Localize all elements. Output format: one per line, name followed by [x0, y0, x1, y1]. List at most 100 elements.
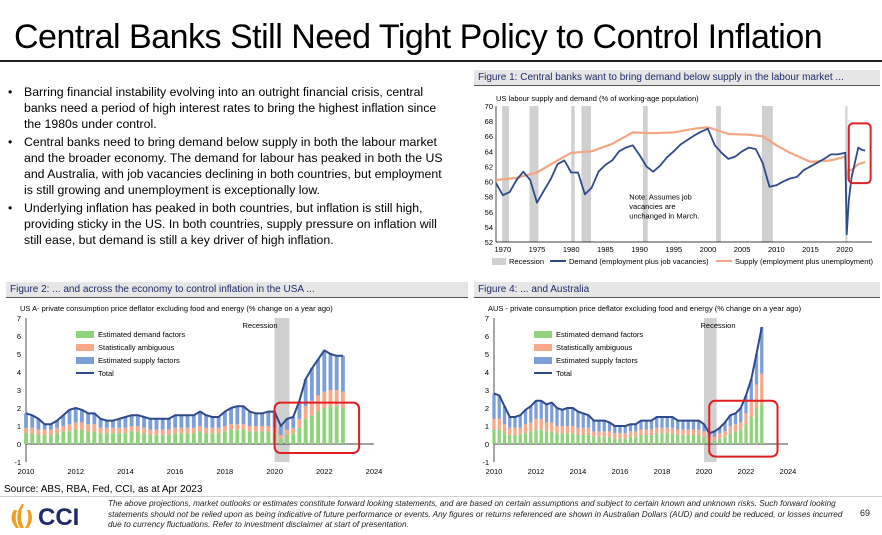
total-line: [25, 349, 343, 427]
bar-segment-ambiguous: [681, 429, 685, 435]
cci-logo: CCI: [6, 500, 96, 531]
bar-segment-supply: [718, 427, 722, 434]
bar-segment-supply: [129, 415, 134, 426]
bar-segment-ambiguous: [523, 424, 528, 434]
bar-segment-supply: [691, 420, 696, 430]
bar-segment-ambiguous: [508, 427, 512, 435]
bar-segment-supply: [198, 411, 202, 426]
legend-label: Estimated supply factors: [556, 356, 638, 365]
bar-segment-supply: [697, 420, 701, 430]
bar-segment-ambiguous: [628, 431, 633, 437]
bar-segment-ambiguous: [655, 427, 659, 434]
bullet-item: • Barring financial instability evolving …: [6, 84, 448, 132]
annotation-line: Note: Assumes job: [629, 193, 692, 202]
bar-segment-demand: [760, 404, 764, 444]
bar-segment-demand: [586, 435, 591, 444]
bar-segment-supply: [80, 409, 84, 423]
bar-segment-demand: [129, 431, 134, 444]
bullet-text: Barring financial instability evolving i…: [24, 85, 437, 131]
highlight-box: [847, 122, 872, 185]
y-tick-label: -1: [482, 458, 489, 467]
x-tick-label: 2020: [696, 467, 713, 476]
bar-segment-demand: [266, 431, 271, 444]
bar-segment-demand: [681, 435, 685, 444]
bar-segment-supply: [48, 424, 53, 430]
x-tick-label: 1975: [529, 245, 546, 254]
bar-segment-ambiguous: [739, 422, 743, 430]
x-tick-label: 2015: [802, 245, 819, 254]
bar-segment-demand: [508, 435, 512, 444]
legend-swatch-recession: [492, 258, 506, 265]
logo-mark-icon: [11, 504, 33, 528]
recession-band: [502, 106, 509, 242]
bar-segment-supply: [266, 411, 271, 426]
bullet-symbol: •: [8, 85, 13, 99]
bar-segment-supply: [739, 408, 743, 423]
bar-segment-supply: [518, 415, 522, 428]
x-tick-label: 2016: [167, 467, 184, 476]
title-divider: [0, 60, 882, 62]
bar-segment-ambiguous: [733, 424, 738, 432]
bar-segment-demand: [334, 406, 339, 444]
y-tick-label: 2: [17, 404, 21, 413]
bar-segment-demand: [670, 433, 675, 444]
bar-segment-ambiguous: [665, 427, 669, 434]
bar-segment-ambiguous: [623, 433, 627, 439]
bar-segment-supply: [613, 426, 617, 434]
bar-segment-demand: [98, 433, 103, 444]
bar-segment-supply: [36, 418, 41, 430]
bar-segment-supply: [523, 409, 528, 425]
y-tick-label: 3: [485, 386, 489, 395]
bar-segment-supply: [565, 408, 570, 426]
bar-segment-supply: [303, 379, 308, 407]
logo-text: CCI: [38, 504, 79, 530]
x-tick-label: 1995: [665, 245, 682, 254]
bar-segment-demand: [492, 429, 496, 444]
bar-segment-demand: [665, 433, 669, 444]
y-tick-label: 0: [485, 440, 489, 449]
bar-segment-demand: [571, 433, 575, 444]
bar-segment-supply: [576, 411, 580, 428]
bar-segment-ambiguous: [749, 400, 753, 417]
bar-segment-demand: [285, 435, 289, 444]
bar-segment-ambiguous: [639, 429, 643, 435]
bar-segment-supply: [247, 411, 252, 426]
bar-segment-demand: [135, 431, 140, 444]
bar-segment-supply: [167, 418, 171, 430]
y-tick-label: 7: [17, 314, 21, 323]
bar-segment-demand: [48, 435, 53, 444]
legend-label: Estimated supply factors: [98, 356, 180, 365]
bar-segment-supply: [73, 408, 78, 423]
bar-segment-demand: [749, 417, 753, 444]
bar-segment-ambiguous: [497, 418, 501, 430]
bar-segment-supply: [24, 413, 28, 428]
recession-label: Recession: [700, 321, 735, 330]
bar-segment-supply: [513, 417, 517, 428]
bar-segment-ambiguous: [142, 427, 146, 434]
bar-segment-supply: [534, 400, 538, 419]
figure4-chart: AUS - private consumption price deflator…: [474, 300, 882, 482]
recession-band: [642, 106, 648, 242]
bar-segment-supply: [529, 406, 533, 423]
x-tick-label: 2010: [768, 245, 785, 254]
bar-segment-ambiguous: [492, 418, 496, 430]
bar-segment-demand: [618, 438, 622, 444]
bar-segment-ambiguous: [555, 426, 559, 434]
bar-segment-demand: [739, 429, 743, 444]
y-tick-label: 1: [17, 422, 21, 431]
highlight-box: [273, 401, 361, 454]
bar-segment-demand: [154, 435, 159, 444]
bar-segment-demand: [718, 438, 722, 444]
bar-segment-demand: [36, 435, 41, 444]
bar-segment-supply: [173, 415, 178, 428]
bar-segment-ambiguous: [55, 427, 59, 434]
bar-segment-ambiguous: [322, 391, 327, 408]
bar-segment-demand: [173, 433, 178, 444]
bar-segment-ambiguous: [660, 427, 664, 434]
bar-segment-supply: [92, 413, 97, 425]
bar-segment-ambiguous: [602, 431, 606, 437]
legend-label: Total: [98, 369, 114, 378]
bar-segment-supply: [285, 418, 289, 430]
bar-segment-ambiguous: [185, 427, 190, 434]
bar-segment-demand: [644, 435, 648, 444]
